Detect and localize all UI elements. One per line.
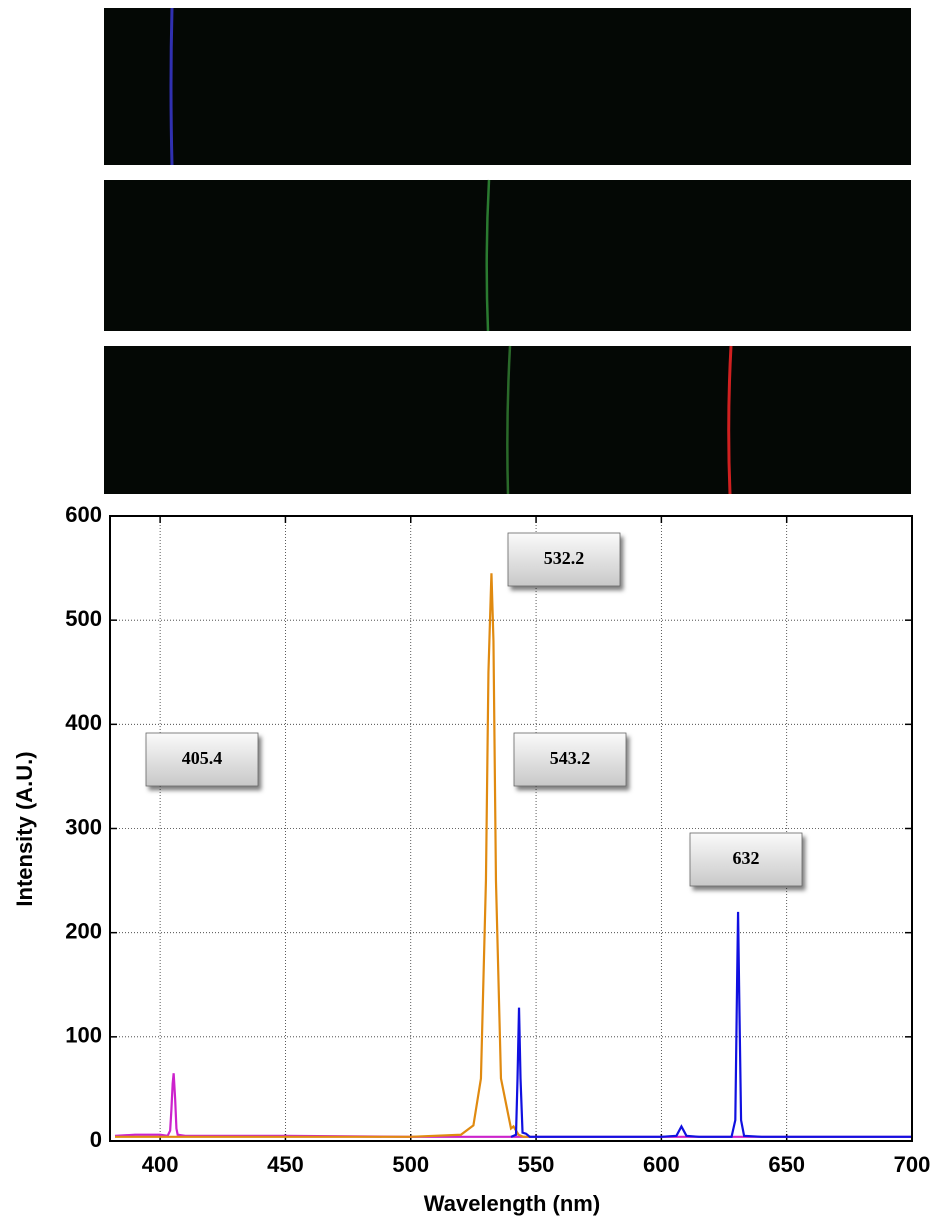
y-tick-label: 500	[65, 606, 102, 631]
x-tick-label: 450	[267, 1152, 304, 1177]
plot-area	[110, 516, 912, 1141]
annotation-box	[513, 732, 627, 787]
annotation-box	[689, 832, 803, 887]
y-tick-label: 400	[65, 710, 102, 735]
annotation-box	[145, 732, 259, 787]
y-tick-label: 200	[65, 918, 102, 943]
x-tick-label: 700	[894, 1152, 931, 1177]
y-axis-label: Intensity (A.U.)	[12, 751, 37, 906]
spectrum-strip	[104, 180, 911, 331]
annotation: 543.2	[550, 748, 591, 768]
series-line	[510, 911, 912, 1138]
annotation: 532.2	[544, 548, 585, 568]
annotation: 632	[733, 848, 760, 868]
x-tick-label: 550	[518, 1152, 555, 1177]
x-tick-label: 500	[392, 1152, 429, 1177]
y-tick-label: 100	[65, 1023, 102, 1048]
plot-frame	[109, 515, 913, 1142]
spectral-line	[169, 7, 174, 166]
y-tick-label: 300	[65, 814, 102, 839]
spectrum-images	[104, 7, 911, 495]
annotation: 405.4	[182, 748, 223, 768]
y-tick-label: 0	[90, 1127, 102, 1152]
spectral-line	[727, 345, 733, 495]
y-tick-label: 600	[65, 502, 102, 527]
spectrum-strip	[104, 8, 911, 165]
series-line	[115, 573, 532, 1138]
spectral-line	[506, 345, 512, 495]
x-tick-label: 600	[643, 1152, 680, 1177]
spectral-line	[485, 179, 491, 332]
x-axis-label: Wavelength (nm)	[424, 1191, 600, 1216]
annotation-box	[507, 532, 621, 587]
x-tick-label: 650	[768, 1152, 805, 1177]
x-tick-label: 400	[142, 1152, 179, 1177]
